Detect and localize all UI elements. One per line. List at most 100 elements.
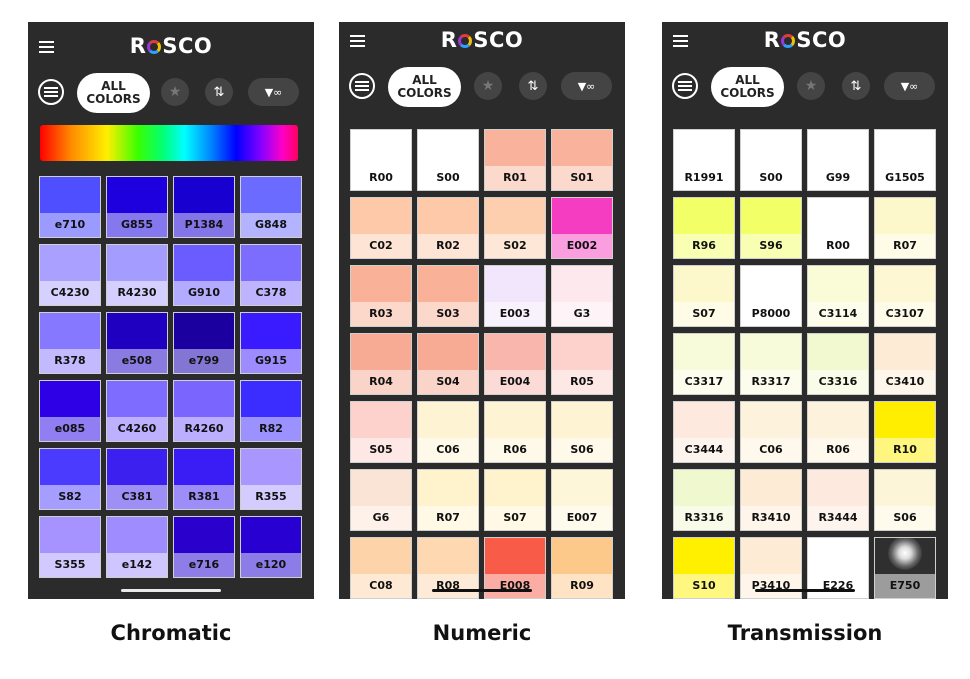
color-swatch[interactable]: G1505 [874, 129, 936, 191]
color-swatch[interactable]: R3317 [740, 333, 802, 395]
color-swatch[interactable]: C3107 [874, 265, 936, 327]
color-swatch[interactable]: R04 [350, 333, 412, 395]
color-swatch[interactable]: G848 [240, 176, 302, 238]
color-swatch[interactable]: R02 [417, 197, 479, 259]
color-swatch[interactable]: R3410 [740, 469, 802, 531]
color-swatch[interactable]: e716 [173, 516, 235, 578]
sort-arrows-icon[interactable]: ⇅ [205, 78, 233, 106]
color-swatch[interactable]: P1384 [173, 176, 235, 238]
color-swatch[interactable]: R1991 [673, 129, 735, 191]
color-swatch[interactable]: C02 [350, 197, 412, 259]
view-toggle-icon[interactable] [349, 73, 375, 99]
color-swatch[interactable]: S03 [417, 265, 479, 327]
color-swatch[interactable]: R355 [240, 448, 302, 510]
color-swatch[interactable]: e508 [106, 312, 168, 374]
color-swatch[interactable]: S02 [484, 197, 546, 259]
color-swatch[interactable]: R00 [807, 197, 869, 259]
color-swatch[interactable]: P8000 [740, 265, 802, 327]
color-swatch[interactable]: R381 [173, 448, 235, 510]
color-swatch[interactable]: e142 [106, 516, 168, 578]
color-swatch[interactable]: C4260 [106, 380, 168, 442]
all-colors-button[interactable]: ALL COLORS [711, 67, 784, 107]
color-swatch[interactable]: C4230 [39, 244, 101, 306]
color-swatch[interactable]: S06 [551, 401, 613, 463]
filter-infinity-icon[interactable]: ▼∞ [248, 78, 299, 106]
color-swatch[interactable]: C08 [350, 537, 412, 599]
color-swatch[interactable]: G6 [350, 469, 412, 531]
color-swatch[interactable]: R378 [39, 312, 101, 374]
color-swatch[interactable]: G915 [240, 312, 302, 374]
color-swatch[interactable]: S96 [740, 197, 802, 259]
color-swatch[interactable]: E226 [807, 537, 869, 599]
color-swatch[interactable]: E007 [551, 469, 613, 531]
color-swatch[interactable]: C3316 [807, 333, 869, 395]
filter-infinity-icon[interactable]: ▼∞ [561, 72, 612, 100]
color-swatch[interactable]: R07 [417, 469, 479, 531]
color-swatch[interactable]: E003 [484, 265, 546, 327]
color-swatch[interactable]: R07 [874, 197, 936, 259]
sort-arrows-icon[interactable]: ⇅ [519, 72, 547, 100]
favorites-star-icon[interactable]: ★ [797, 72, 825, 100]
color-spectrum-slider[interactable] [40, 125, 298, 161]
favorites-star-icon[interactable]: ★ [474, 72, 502, 100]
color-swatch[interactable]: S00 [740, 129, 802, 191]
color-swatch[interactable]: R03 [350, 265, 412, 327]
color-swatch[interactable]: R10 [874, 401, 936, 463]
color-swatch[interactable]: S04 [417, 333, 479, 395]
color-swatch[interactable]: S06 [874, 469, 936, 531]
color-swatch[interactable]: G855 [106, 176, 168, 238]
view-toggle-icon[interactable] [38, 79, 64, 105]
color-swatch[interactable]: C3444 [673, 401, 735, 463]
color-swatch[interactable]: e120 [240, 516, 302, 578]
color-swatch[interactable]: R3444 [807, 469, 869, 531]
color-swatch[interactable]: S00 [417, 129, 479, 191]
color-swatch[interactable]: R08 [417, 537, 479, 599]
color-swatch[interactable]: C3317 [673, 333, 735, 395]
hamburger-menu-icon[interactable] [673, 35, 688, 48]
color-swatch[interactable]: E004 [484, 333, 546, 395]
color-swatch[interactable]: S07 [673, 265, 735, 327]
color-swatch[interactable]: R3316 [673, 469, 735, 531]
hamburger-menu-icon[interactable] [39, 41, 54, 54]
color-swatch[interactable]: G3 [551, 265, 613, 327]
hamburger-menu-icon[interactable] [350, 35, 365, 48]
color-swatch[interactable]: E008 [484, 537, 546, 599]
color-swatch[interactable]: S82 [39, 448, 101, 510]
color-swatch[interactable]: e085 [39, 380, 101, 442]
color-swatch[interactable]: R4260 [173, 380, 235, 442]
color-swatch[interactable]: S10 [673, 537, 735, 599]
view-toggle-icon[interactable] [672, 73, 698, 99]
color-swatch[interactable]: e710 [39, 176, 101, 238]
color-swatch[interactable]: C378 [240, 244, 302, 306]
all-colors-button[interactable]: ALL COLORS [388, 67, 461, 107]
color-swatch[interactable]: C3114 [807, 265, 869, 327]
color-swatch[interactable]: S05 [350, 401, 412, 463]
color-swatch[interactable]: R4230 [106, 244, 168, 306]
color-swatch[interactable]: R00 [350, 129, 412, 191]
color-swatch[interactable]: R82 [240, 380, 302, 442]
color-swatch[interactable]: S355 [39, 516, 101, 578]
color-swatch[interactable]: E750 [874, 537, 936, 599]
favorites-star-icon[interactable]: ★ [161, 78, 189, 106]
toolbar: ALL COLORS ★ ⇅ ▼∞ [339, 66, 625, 110]
color-swatch[interactable]: R05 [551, 333, 613, 395]
color-swatch[interactable]: E002 [551, 197, 613, 259]
color-swatch[interactable]: R06 [484, 401, 546, 463]
color-swatch[interactable]: C06 [417, 401, 479, 463]
color-swatch[interactable]: G99 [807, 129, 869, 191]
color-swatch[interactable]: P3410 [740, 537, 802, 599]
color-swatch[interactable]: G910 [173, 244, 235, 306]
filter-infinity-icon[interactable]: ▼∞ [884, 72, 935, 100]
color-swatch[interactable]: R09 [551, 537, 613, 599]
sort-arrows-icon[interactable]: ⇅ [842, 72, 870, 100]
color-swatch[interactable]: R01 [484, 129, 546, 191]
color-swatch[interactable]: C381 [106, 448, 168, 510]
color-swatch[interactable]: S07 [484, 469, 546, 531]
all-colors-button[interactable]: ALL COLORS [77, 73, 150, 113]
color-swatch[interactable]: C3410 [874, 333, 936, 395]
color-swatch[interactable]: R96 [673, 197, 735, 259]
color-swatch[interactable]: e799 [173, 312, 235, 374]
color-swatch[interactable]: S01 [551, 129, 613, 191]
color-swatch[interactable]: R06 [807, 401, 869, 463]
color-swatch[interactable]: C06 [740, 401, 802, 463]
